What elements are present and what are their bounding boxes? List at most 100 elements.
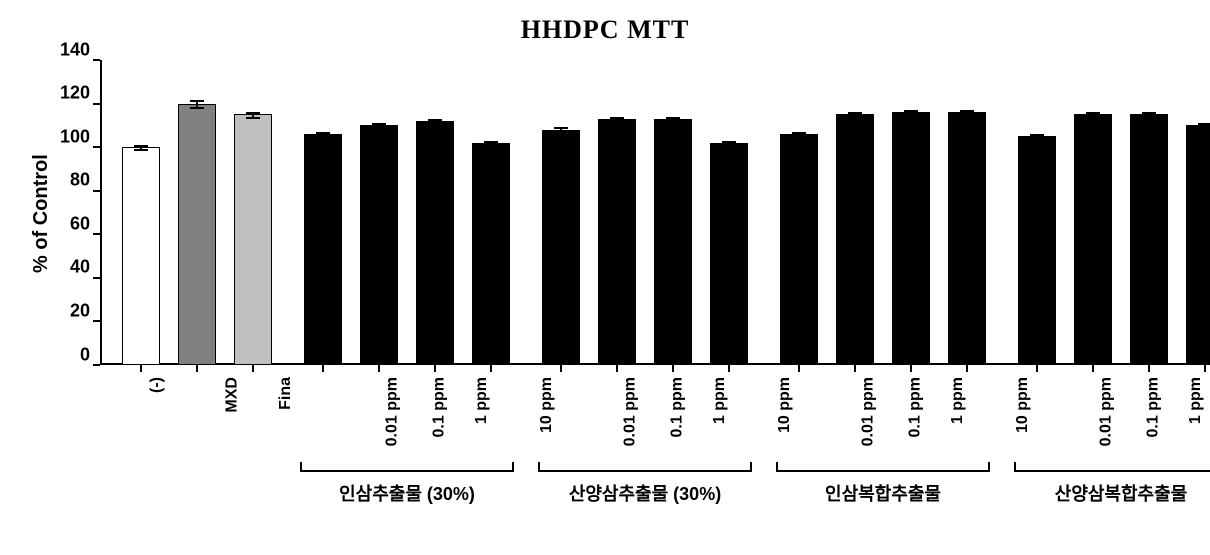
y-tick-label: 60: [70, 213, 90, 234]
group-label: 인삼복합추출물: [825, 480, 941, 506]
error-bar: [728, 141, 730, 148]
error-bar: [910, 110, 912, 117]
error-bar: [1092, 112, 1094, 119]
group-label: 산양삼복합추출물: [1055, 480, 1187, 506]
y-tick-label: 0: [80, 344, 90, 365]
x-tick-label: Fina: [277, 377, 295, 410]
x-tick-mark: [322, 365, 324, 372]
y-tick-label: 40: [70, 257, 90, 278]
error-bar: [196, 100, 198, 109]
bar: [598, 119, 636, 365]
x-tick-mark: [196, 365, 198, 372]
x-tick-label: 0.01 ppm: [1097, 377, 1115, 446]
y-tick-mark: [93, 146, 100, 148]
x-tick-mark: [728, 365, 730, 372]
x-tick-label: (-): [148, 377, 166, 393]
error-bar: [672, 117, 674, 124]
error-bar: [140, 145, 142, 152]
y-tick-mark: [93, 364, 100, 366]
y-tick-mark: [93, 277, 100, 279]
x-tick-mark: [252, 365, 254, 372]
group-bracket: [776, 470, 990, 472]
error-bar: [378, 123, 380, 130]
group-bracket-cap: [988, 462, 990, 470]
x-tick-label: 1 ppm: [949, 377, 967, 424]
x-tick-mark: [616, 365, 618, 372]
bar: [360, 125, 398, 365]
bar: [780, 134, 818, 365]
error-bar: [560, 127, 562, 134]
x-tick-mark: [966, 365, 968, 372]
x-tick-mark: [672, 365, 674, 372]
group-bracket-cap: [750, 462, 752, 470]
x-tick-label: 10 ppm: [1014, 377, 1032, 433]
bar-chart: % of Control 020406080100120140(-)MXDFin…: [0, 0, 1210, 555]
x-tick-mark: [140, 365, 142, 372]
y-tick-mark: [93, 103, 100, 105]
y-tick-label: 140: [60, 39, 90, 60]
x-tick-label: 0.01 ppm: [383, 377, 401, 446]
group-label: 인삼추출물 (30%): [339, 480, 475, 506]
x-tick-mark: [854, 365, 856, 372]
x-tick-mark: [378, 365, 380, 372]
bar: [234, 114, 272, 365]
x-tick-label: 0.1 ppm: [668, 377, 686, 437]
error-bar: [616, 117, 618, 124]
error-bar: [252, 112, 254, 119]
x-tick-label: 0.01 ppm: [859, 377, 877, 446]
x-tick-mark: [1036, 365, 1038, 372]
x-tick-mark: [1148, 365, 1150, 372]
x-tick-label: 0.1 ppm: [906, 377, 924, 437]
bar: [1074, 114, 1112, 365]
x-tick-label: 1 ppm: [711, 377, 729, 424]
x-tick-label: 10 ppm: [538, 377, 556, 433]
bar: [122, 147, 160, 365]
group-bracket: [300, 470, 514, 472]
bar: [304, 134, 342, 365]
x-tick-mark: [1204, 365, 1206, 372]
x-tick-label: MXD: [224, 377, 242, 413]
bar: [1018, 136, 1056, 365]
y-tick-label: 20: [70, 300, 90, 321]
x-tick-mark: [490, 365, 492, 372]
y-tick-mark: [93, 320, 100, 322]
error-bar: [798, 132, 800, 139]
x-tick-label: 10 ppm: [776, 377, 794, 433]
x-tick-label: 1 ppm: [473, 377, 491, 424]
bar: [1186, 125, 1210, 365]
error-bar: [1036, 134, 1038, 141]
bar: [710, 143, 748, 365]
error-bar: [322, 132, 324, 139]
bar: [542, 130, 580, 365]
y-tick-label: 100: [60, 126, 90, 147]
group-bracket: [1014, 470, 1210, 472]
bar: [654, 119, 692, 365]
bar: [948, 112, 986, 365]
y-tick-mark: [93, 233, 100, 235]
error-bar: [966, 110, 968, 117]
x-tick-label: 0.01 ppm: [621, 377, 639, 446]
group-bracket-cap: [538, 462, 540, 470]
x-tick-label: 0.1 ppm: [430, 377, 448, 437]
group-bracket: [538, 470, 752, 472]
group-bracket-cap: [512, 462, 514, 470]
bar: [1130, 114, 1168, 365]
x-tick-label: 0.1 ppm: [1144, 377, 1162, 437]
bar: [836, 114, 874, 365]
y-tick-label: 80: [70, 170, 90, 191]
error-bar: [490, 141, 492, 148]
x-tick-label: 1 ppm: [1187, 377, 1205, 424]
x-tick-mark: [434, 365, 436, 372]
bar: [892, 112, 930, 365]
group-label: 산양삼추출물 (30%): [569, 480, 721, 506]
group-bracket-cap: [1014, 462, 1016, 470]
group-bracket-cap: [300, 462, 302, 470]
x-tick-mark: [910, 365, 912, 372]
x-tick-mark: [798, 365, 800, 372]
bar: [178, 104, 216, 365]
error-bar: [1148, 112, 1150, 119]
error-bar: [434, 119, 436, 126]
bar: [472, 143, 510, 365]
error-bar: [1204, 123, 1206, 130]
x-tick-mark: [1092, 365, 1094, 372]
